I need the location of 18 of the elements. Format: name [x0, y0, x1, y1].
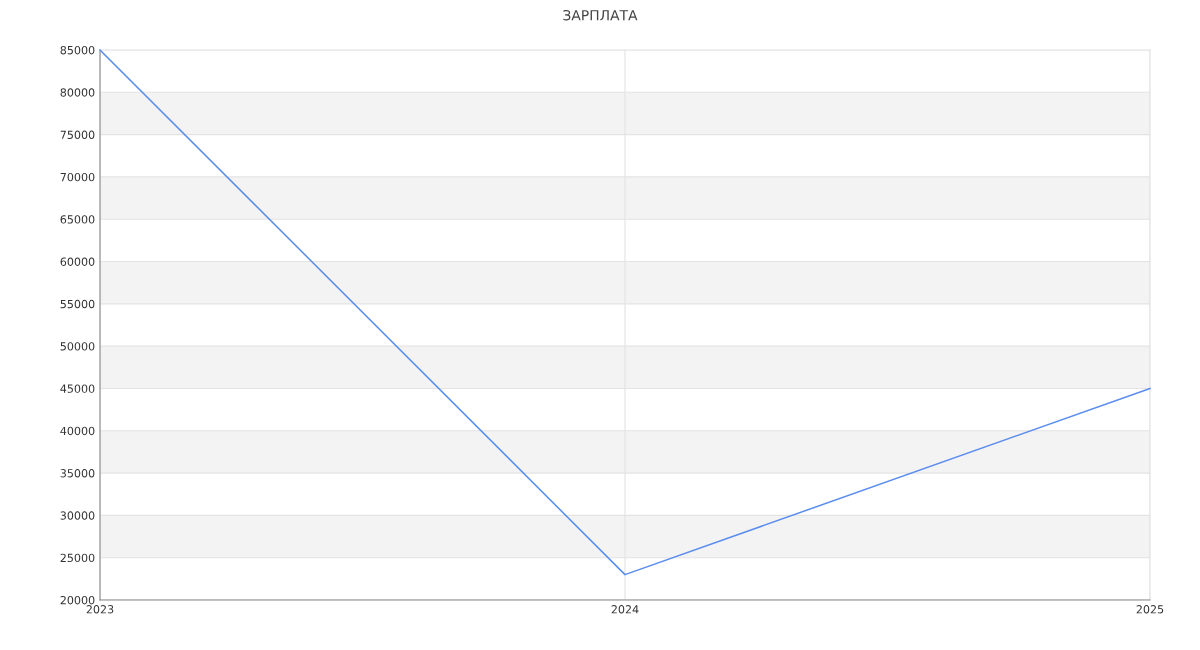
- x-tick-label: 2024: [611, 605, 639, 614]
- y-tick-label: 40000: [60, 426, 95, 436]
- y-tick-label: 70000: [60, 172, 95, 182]
- y-tick-label: 80000: [60, 88, 95, 97]
- y-tick-label: 45000: [60, 384, 95, 393]
- y-tick-label: 35000: [60, 469, 95, 478]
- y-tick-label: 60000: [60, 257, 95, 266]
- x-tick-label: 2025: [1136, 605, 1164, 614]
- y-tick-label: 30000: [60, 511, 95, 520]
- y-tick-label: 85000: [60, 45, 95, 55]
- y-tick-label: 65000: [60, 215, 95, 224]
- x-tick-label: 2023: [86, 605, 114, 614]
- y-tick-label: 75000: [60, 130, 95, 139]
- y-tick-label: 50000: [60, 342, 95, 351]
- y-tick-label: 20000: [60, 595, 95, 605]
- y-tick-label: 55000: [60, 299, 95, 309]
- y-tick-label: 25000: [60, 553, 95, 563]
- chart-title: ЗАРПЛАТА: [563, 10, 638, 21]
